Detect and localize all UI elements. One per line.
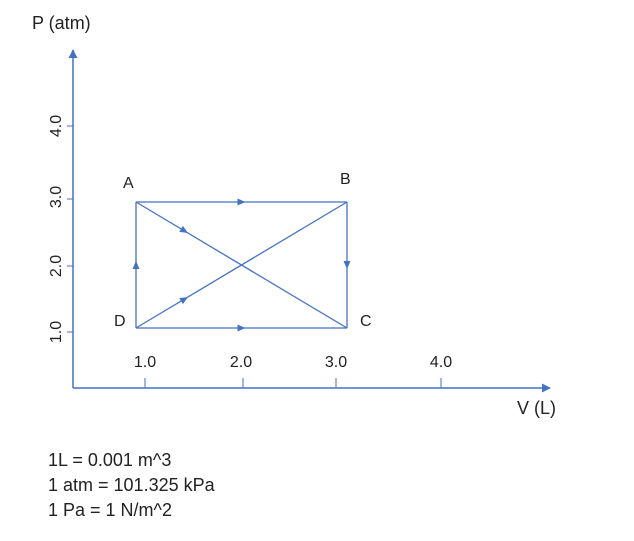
arrow-d-a-icon (132, 261, 140, 269)
y-tick-4: 4.0 (48, 115, 65, 137)
x-tick-2: 2.0 (230, 354, 252, 371)
note-liters: 1L = 0.001 m^3 (48, 450, 172, 470)
point-label-d: D (114, 313, 126, 330)
path-d-b (135, 201, 348, 329)
x-tick-1: 1.0 (134, 354, 156, 371)
y-tick-2: 2.0 (48, 255, 65, 277)
note-pascal: 1 Pa = 1 N/m^2 (48, 500, 173, 520)
y-axis-label: P (atm) (32, 13, 91, 33)
unit-conversion-notes: 1L = 0.001 m^3 1 atm = 101.325 kPa 1 Pa … (48, 448, 215, 523)
note-atm: 1 atm = 101.325 kPa (48, 475, 215, 495)
arrow-d-c-icon (237, 324, 246, 332)
arrow-d-b-icon (179, 296, 188, 305)
arrow-b-c-icon (343, 261, 351, 269)
arrow-a-b-icon (237, 198, 246, 206)
y-tick-1: 1.0 (48, 321, 65, 343)
y-tick-3: 3.0 (48, 186, 65, 208)
process-paths (132, 198, 351, 332)
point-label-b: B (340, 171, 351, 188)
x-tick-3: 3.0 (325, 354, 347, 371)
x-tick-4: 4.0 (430, 354, 452, 371)
arrow-a-c-icon (179, 225, 188, 234)
x-axis-label: V (L) (517, 398, 556, 418)
point-label-a: A (123, 175, 134, 192)
point-label-c: C (360, 313, 372, 330)
